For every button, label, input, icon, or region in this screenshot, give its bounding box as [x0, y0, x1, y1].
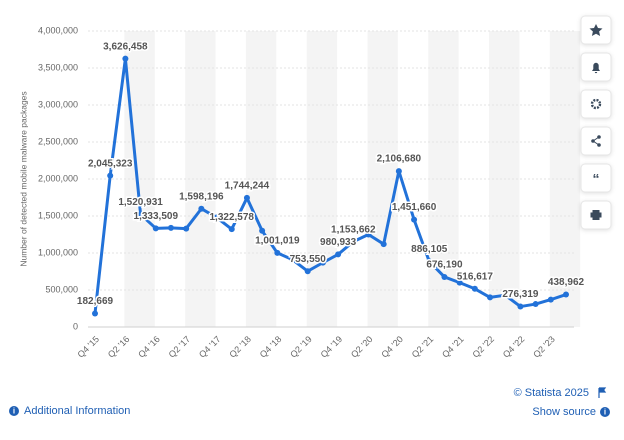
data-point — [289, 256, 296, 263]
cite-button[interactable] — [580, 163, 612, 193]
data-point — [380, 241, 387, 248]
value-label: 1,001,019 — [255, 236, 300, 247]
data-point — [243, 194, 250, 201]
value-label: 2,106,680 — [377, 154, 422, 165]
data-point — [411, 216, 418, 223]
x-tick-label: Q4 '20 — [379, 334, 405, 360]
value-label: 1,322,578 — [209, 212, 254, 223]
copyright[interactable]: © Statista 2025 — [514, 387, 589, 399]
value-label: 1,598,196 — [179, 191, 224, 202]
data-point — [350, 238, 357, 245]
data-point — [92, 310, 98, 317]
data-point — [502, 292, 509, 299]
x-tick-label: Q2 '18 — [227, 334, 253, 360]
data-point — [152, 225, 159, 232]
source-icon — [600, 407, 610, 417]
x-tick-label: Q2 '17 — [167, 334, 193, 360]
data-point — [122, 55, 129, 62]
data-point — [259, 227, 266, 234]
data-point — [471, 285, 478, 292]
data-point — [487, 294, 494, 301]
data-point — [304, 268, 311, 275]
data-point — [274, 249, 281, 256]
x-tick-label: Q4 '22 — [501, 334, 527, 360]
y-tick-label: 4,000,000 — [38, 25, 78, 35]
grid — [88, 30, 574, 328]
info-icon-glyph: i — [13, 407, 15, 416]
x-tick-label: Q2 '20 — [349, 334, 375, 360]
y-tick-label: 3,500,000 — [38, 62, 78, 72]
settings-button[interactable] — [580, 89, 612, 119]
data-point — [167, 224, 174, 231]
flag-icon — [598, 387, 607, 398]
data-point — [456, 279, 463, 286]
data-point — [532, 301, 539, 308]
value-label: 2,045,323 — [88, 158, 133, 169]
data-point — [228, 226, 235, 233]
y-tick-label: 3,000,000 — [38, 99, 78, 109]
share-button[interactable] — [580, 126, 612, 156]
data-point — [107, 172, 114, 179]
data-point — [198, 205, 205, 212]
y-tick-label: 2,500,000 — [38, 136, 78, 146]
info-icon — [9, 406, 19, 416]
data-point — [441, 273, 448, 280]
value-label: 980,933 — [320, 237, 357, 248]
data-point — [563, 291, 569, 298]
x-tick-label: Q4 '16 — [136, 334, 162, 360]
bell-icon — [592, 62, 600, 74]
data-point — [547, 296, 554, 303]
x-tick-label: Q2 '23 — [531, 334, 557, 360]
quote-icon: “ — [593, 171, 600, 187]
value-label: 438,962 — [548, 277, 585, 288]
data-point — [319, 259, 326, 266]
data-point — [517, 303, 524, 310]
x-tick-label: Q4 '15 — [75, 334, 101, 360]
source-icon-glyph: i — [604, 408, 606, 417]
value-label: 1,520,931 — [118, 197, 163, 208]
data-point — [137, 211, 144, 218]
gear-icon — [590, 98, 602, 110]
y-tick-label: 2,000,000 — [38, 173, 78, 183]
y-tick-label: 1,500,000 — [38, 210, 78, 220]
x-tick-label: Q4 '21 — [440, 334, 466, 360]
y-tick-label: 500,000 — [45, 284, 78, 294]
data-point — [395, 168, 402, 175]
x-tick-label: Q2 '21 — [410, 334, 436, 360]
value-label: 1,451,660 — [392, 202, 437, 213]
data-point — [426, 258, 433, 265]
y-tick-label: 0 — [73, 321, 78, 331]
x-tick-label: Q4 '19 — [319, 334, 345, 360]
show-source-link[interactable]: Show source — [532, 406, 596, 418]
value-label: 1,333,509 — [134, 211, 179, 222]
y-axis-label: Number of detected mobile malware packag… — [18, 91, 28, 266]
star-icon — [589, 24, 603, 36]
share-icon — [591, 135, 601, 147]
x-tick-label: Q2 '16 — [106, 334, 132, 360]
data-point — [183, 225, 190, 232]
data-point — [365, 231, 372, 238]
x-tick-label: Q4 '17 — [197, 334, 223, 360]
value-label: 516,617 — [457, 271, 494, 282]
value-label: 276,319 — [502, 289, 539, 300]
toolbar: “ — [580, 15, 612, 230]
value-label: 1,153,662 — [331, 224, 376, 235]
value-label: 182,669 — [77, 296, 114, 307]
print-icon — [590, 210, 602, 220]
y-tick-label: 1,000,000 — [38, 247, 78, 257]
additional-info-link[interactable]: Additional Information — [24, 405, 130, 417]
data-point — [213, 214, 220, 221]
x-tick-label: Q2 '22 — [470, 334, 496, 360]
data-point — [335, 251, 342, 258]
value-label: 3,626,458 — [103, 41, 148, 52]
value-label: 886,105 — [411, 244, 448, 255]
value-label: 1,744,244 — [225, 181, 270, 192]
value-label: 676,190 — [426, 260, 463, 271]
plot: 182,669 2,045,323 3,626,458 1,520,931 1,333,… — [75, 40, 586, 317]
x-tick-label: Q4 '18 — [258, 334, 284, 360]
value-label: 753,550 — [290, 254, 327, 265]
x-tick-label: Q2 '19 — [288, 334, 314, 360]
